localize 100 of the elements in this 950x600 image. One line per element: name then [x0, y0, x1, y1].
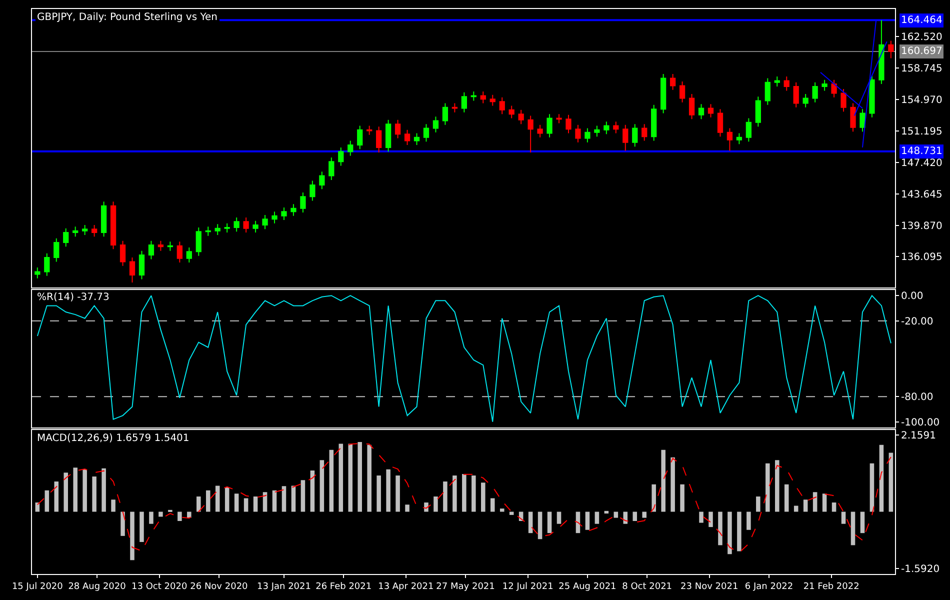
bar [386, 469, 390, 512]
y-tick-label: 136.095 [901, 252, 942, 264]
x-tick-label: 27 May 2021 [436, 582, 495, 592]
x-tick-label: 6 Jan 2022 [744, 582, 794, 592]
candlestick [698, 104, 704, 120]
bar [680, 484, 684, 512]
bar [234, 494, 239, 512]
candlestick [262, 214, 268, 230]
bar [604, 510, 609, 514]
chart-title: MACD(12,26,9) 1.6579 1.5401 [37, 433, 190, 444]
candlestick [528, 115, 534, 153]
chart-title: GBPJPY, Daily: Pound Sterling vs Yen [37, 12, 218, 23]
x-tick-label: 25 Aug 2021 [558, 582, 616, 592]
bar [253, 496, 258, 512]
bar [708, 512, 713, 528]
candlestick [594, 125, 600, 138]
candlestick [613, 121, 619, 134]
candlestick [642, 124, 648, 142]
candlestick [518, 109, 524, 125]
bar [888, 452, 894, 512]
bar [642, 512, 646, 518]
y-tick-label: 0.00 [901, 291, 924, 302]
bar [111, 500, 116, 512]
bar [670, 457, 675, 512]
bar [699, 512, 704, 523]
candlestick [802, 94, 808, 108]
x-tick-label: 28 Aug 2020 [68, 582, 126, 592]
candlestick [385, 119, 392, 152]
candlestick [461, 92, 467, 113]
candlestick [348, 140, 354, 156]
candlestick [850, 102, 856, 132]
bar [841, 512, 846, 524]
candlestick [404, 129, 410, 146]
ref-line-label: 148.731 [901, 146, 942, 157]
bar [396, 475, 400, 512]
bar [300, 480, 306, 512]
bar [215, 486, 220, 512]
bar [348, 444, 353, 512]
bar [187, 512, 192, 518]
candlestick [110, 201, 116, 250]
bar [661, 450, 666, 512]
bar [775, 460, 780, 512]
candlestick [176, 241, 182, 264]
candlestick [575, 124, 581, 143]
y-tick-label: -100.00 [901, 417, 940, 428]
bar [376, 475, 381, 512]
x-tick-label: 23 Nov 2021 [680, 582, 738, 592]
x-tick-label: 15 Jul 2020 [12, 582, 64, 592]
bar [405, 504, 410, 512]
bar [481, 482, 486, 512]
bar [850, 512, 856, 546]
bar [509, 512, 514, 515]
candlestick [82, 224, 88, 236]
candlestick [243, 216, 249, 233]
candlestick [480, 91, 486, 104]
candlestick [158, 240, 164, 252]
bar [452, 475, 457, 512]
candlestick [196, 227, 202, 256]
bar [434, 496, 438, 512]
candlestick [726, 128, 733, 152]
candlestick [755, 96, 761, 128]
bar [310, 470, 315, 512]
bar [585, 512, 590, 530]
candlestick [708, 104, 714, 118]
bar [320, 460, 324, 512]
bar [73, 468, 78, 512]
bar [766, 463, 770, 512]
candlestick [632, 124, 638, 148]
bar [367, 444, 372, 512]
candlestick [214, 224, 220, 236]
bar [54, 482, 59, 512]
bar [178, 512, 182, 521]
bar [244, 498, 248, 512]
y-tick-label: 151.195 [901, 126, 942, 138]
candlestick [831, 79, 837, 98]
candlestick [224, 222, 230, 233]
candlestick [167, 241, 174, 252]
candlestick [822, 79, 828, 92]
candlestick [688, 94, 695, 120]
bar [547, 512, 552, 534]
candlestick [129, 257, 136, 284]
candlestick [414, 132, 420, 146]
candlestick [670, 74, 676, 90]
candlestick [148, 240, 154, 260]
candlestick [746, 118, 752, 142]
bar [860, 512, 865, 534]
candlestick [92, 224, 98, 238]
candlestick [54, 238, 60, 262]
candlestick [774, 76, 780, 88]
bar [462, 474, 466, 512]
candlestick [888, 40, 894, 59]
candlestick [281, 206, 287, 220]
bar [822, 494, 827, 512]
bar [158, 512, 163, 517]
bar [102, 468, 106, 512]
candlestick [366, 125, 372, 136]
y-tick-label: 143.645 [901, 189, 942, 200]
y-tick-label: 162.520 [901, 32, 942, 43]
candlestick [44, 252, 50, 276]
bar [490, 498, 495, 512]
